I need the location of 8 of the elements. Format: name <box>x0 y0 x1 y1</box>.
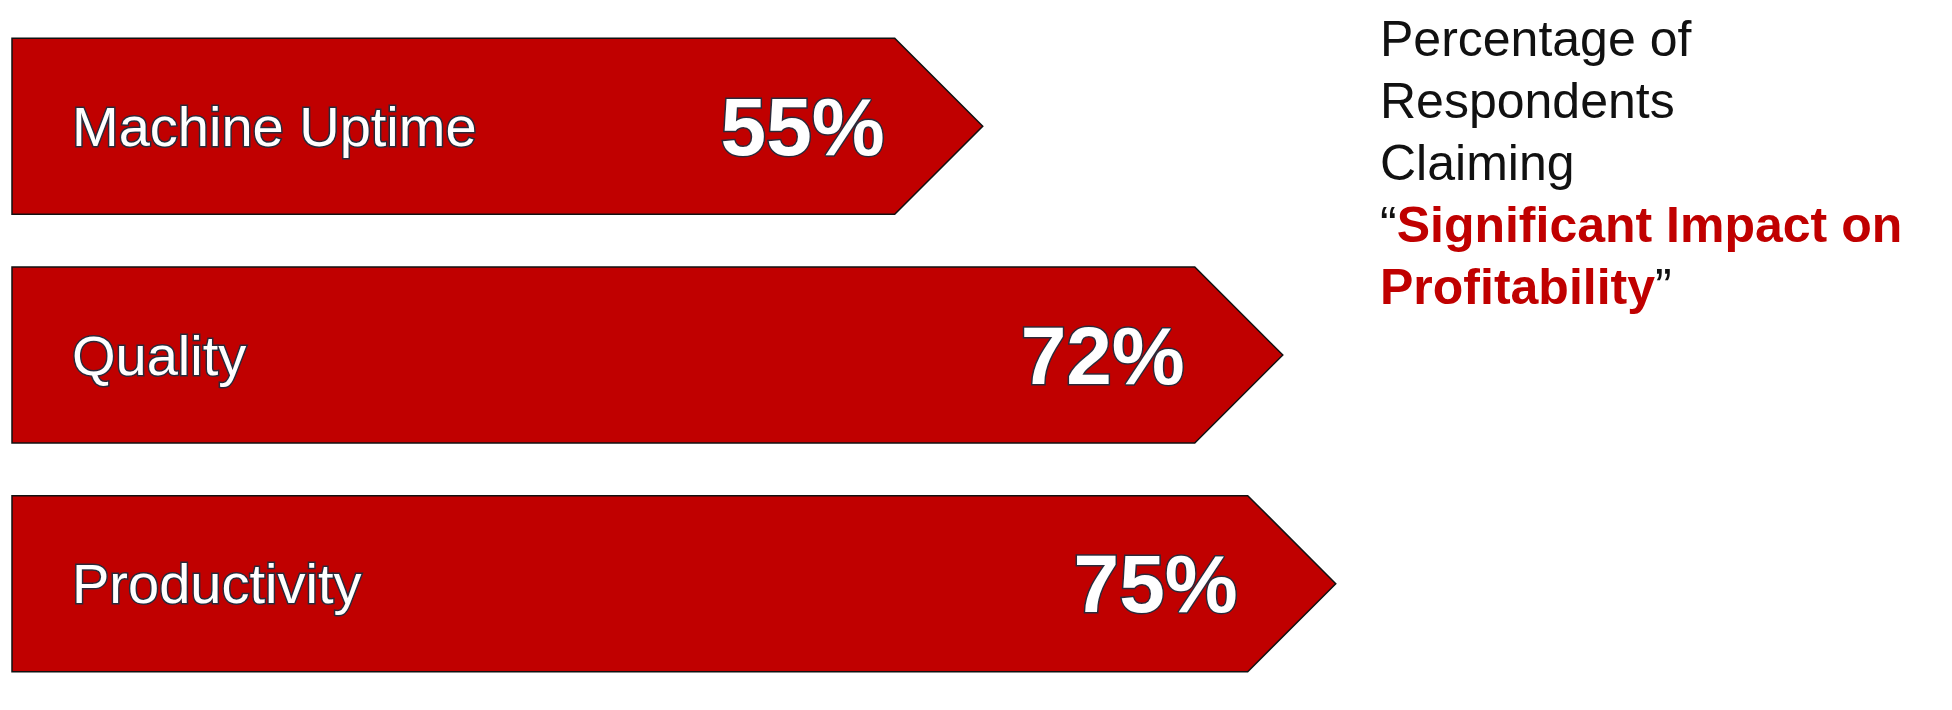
y-tick-label: Quality <box>72 323 247 387</box>
y-tick-label: Machine Uptime <box>72 94 477 158</box>
data-label: 55% <box>720 80 885 172</box>
text: “Significant Impact on Profitability” <box>1380 197 1903 315</box>
y-tick-label: Productivity <box>72 552 362 616</box>
data-label: 72% <box>1020 309 1185 401</box>
data-label: 75% <box>1073 538 1238 630</box>
text: Percentage of Respondents Claiming <box>1380 10 1693 193</box>
